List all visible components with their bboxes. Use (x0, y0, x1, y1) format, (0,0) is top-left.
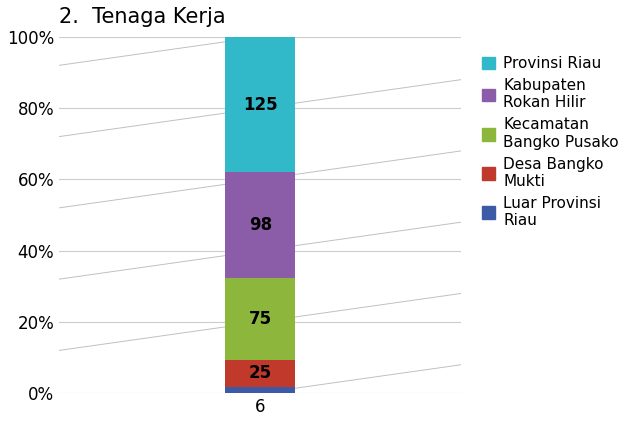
Text: 75: 75 (248, 310, 272, 328)
Text: 125: 125 (243, 96, 277, 113)
Text: 2.  Tenaga Kerja: 2. Tenaga Kerja (59, 7, 226, 27)
Bar (225, 278, 295, 360)
Legend: Provinsi Riau, Kabupaten
Rokan Hilir, Kecamatan
Bangko Pusako, Desa Bangko
Mukti: Provinsi Riau, Kabupaten Rokan Hilir, Ke… (477, 52, 623, 233)
Text: 98: 98 (248, 216, 272, 234)
Bar (225, 37, 295, 172)
Bar (225, 172, 295, 278)
Text: 25: 25 (248, 364, 272, 382)
Bar (225, 387, 295, 393)
Bar (225, 360, 295, 387)
